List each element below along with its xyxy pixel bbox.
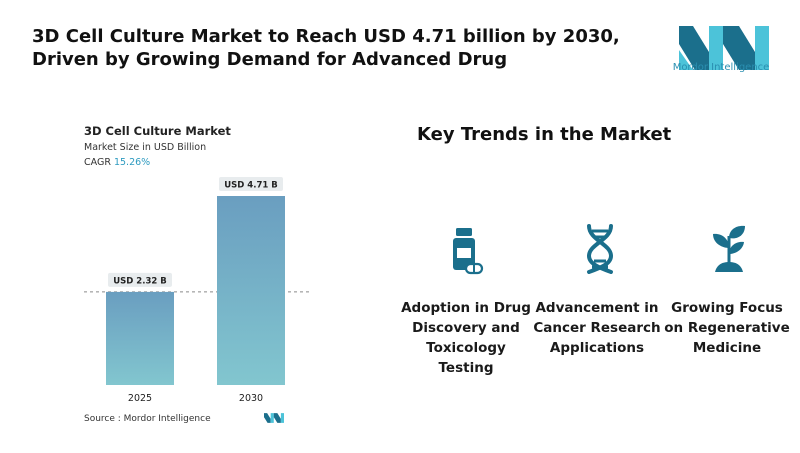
bar-2030 — [217, 196, 285, 385]
cagr-value: 15.26% — [113, 157, 151, 168]
trend-label-drug-discovery: Adoption in Drug Discovery and Toxicolog… — [401, 300, 531, 376]
brand-name: Mordor Intelligence — [672, 62, 770, 73]
cagr-text: CAGR 15.26% — [84, 157, 150, 168]
source-text: Source : Mordor Intelligence — [84, 414, 211, 424]
cagr-label: CAGR — [84, 157, 111, 168]
trends-title: Key Trends in the Market — [417, 124, 672, 145]
medicine-bottle-icon — [453, 228, 484, 275]
mordor-small-logo-icon — [264, 413, 284, 423]
value-label-2025: USD 2.32 B — [113, 276, 166, 286]
plant-sprout-icon — [713, 225, 745, 272]
bar-2025 — [106, 291, 174, 385]
value-label-box-2030 — [219, 177, 283, 191]
category-label-2030: 2030 — [239, 393, 263, 404]
page-headline: 3D Cell Culture Market to Reach USD 4.71… — [32, 26, 620, 70]
category-label-2025: 2025 — [128, 393, 152, 404]
chart-title: 3D Cell Culture Market — [84, 124, 231, 138]
mordor-logo-icon — [679, 26, 769, 70]
value-label-box-2025 — [108, 272, 172, 287]
trend-label-regenerative-medicine: Growing Focus on Regenerative Medicine — [664, 300, 790, 356]
chart-subtitle: Market Size in USD Billion — [84, 142, 207, 153]
dna-icon — [586, 224, 614, 274]
trend-label-cancer-research: Advancement in Cancer Research Applicati… — [533, 300, 661, 356]
value-label-2030: USD 4.71 B — [224, 181, 277, 191]
